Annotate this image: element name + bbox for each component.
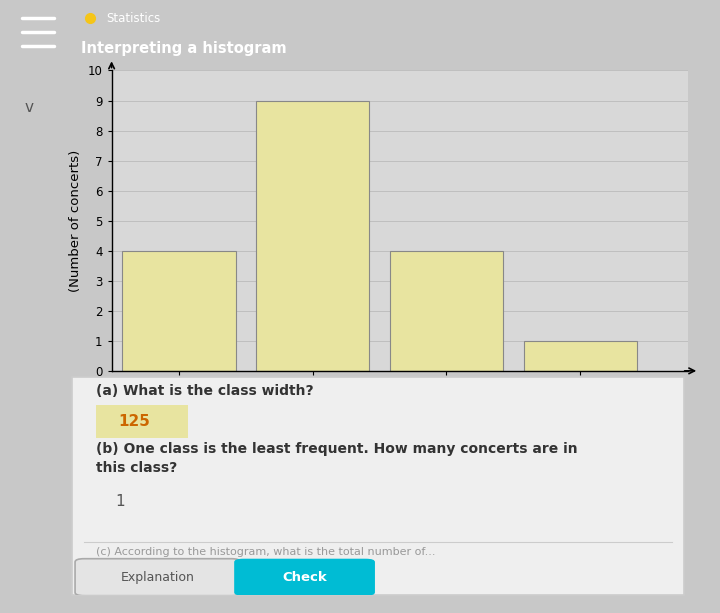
FancyBboxPatch shape: [75, 558, 240, 596]
FancyBboxPatch shape: [72, 377, 684, 595]
Text: Statistics: Statistics: [107, 12, 161, 25]
Text: 125: 125: [118, 414, 150, 429]
FancyBboxPatch shape: [96, 405, 189, 438]
Bar: [122, 251, 235, 371]
Text: (a) What is the class width?: (a) What is the class width?: [96, 384, 314, 397]
Bar: [523, 341, 637, 371]
Bar: [390, 251, 503, 371]
Text: 1: 1: [115, 493, 125, 509]
Text: Explanation: Explanation: [121, 571, 194, 584]
Text: Check: Check: [282, 571, 327, 584]
FancyBboxPatch shape: [234, 558, 375, 596]
Y-axis label: (Number of concerts): (Number of concerts): [69, 150, 82, 292]
Text: (c) According to the histogram, what is the total number of...: (c) According to the histogram, what is …: [96, 547, 436, 557]
Text: (b) One class is the least frequent. How many concerts are in
this class?: (b) One class is the least frequent. How…: [96, 443, 578, 474]
Text: v: v: [24, 101, 33, 115]
X-axis label: Number of people who attended: Number of people who attended: [278, 397, 521, 410]
Bar: [256, 101, 369, 371]
Text: Interpreting a histogram: Interpreting a histogram: [81, 41, 287, 56]
